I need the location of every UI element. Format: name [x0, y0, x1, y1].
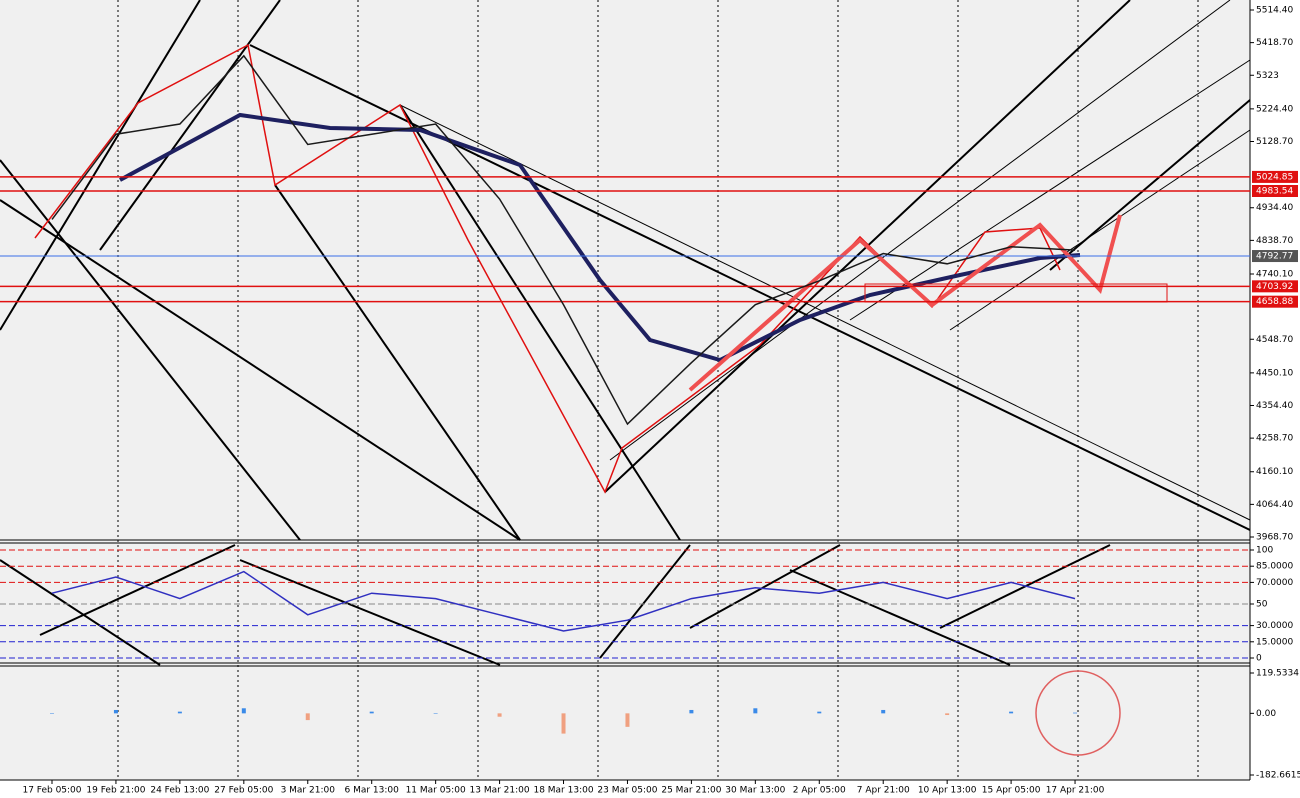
x-tick-label: 11 Mar 05:00 [406, 786, 466, 796]
histogram-bar [305, 713, 310, 721]
level-label: 5024.85 [1256, 172, 1293, 182]
level-label: 4792.77 [1256, 252, 1293, 262]
y-tick-label: 100 [1256, 546, 1273, 556]
y-tick-label: 4548.70 [1256, 335, 1293, 345]
histogram-bar [1073, 712, 1078, 714]
x-tick-label: 19 Feb 21:00 [86, 786, 145, 796]
x-tick-label: 3 Mar 21:00 [281, 786, 336, 796]
y-tick-label: 5224.40 [1256, 104, 1293, 114]
x-tick-label: 13 Mar 21:00 [470, 786, 530, 796]
histogram-bar [1009, 711, 1014, 714]
histogram-bar [945, 713, 950, 716]
histogram-bar [561, 713, 566, 734]
x-tick-label: 27 Feb 05:00 [214, 786, 273, 796]
x-tick-label: 15 Apr 05:00 [982, 786, 1041, 796]
highlight-circle [1035, 670, 1121, 756]
histogram-bar [497, 713, 502, 717]
x-tick-label: 7 Apr 21:00 [857, 786, 910, 796]
series-line [51, 54, 1076, 426]
x-tick-label: 25 Mar 21:00 [661, 786, 721, 796]
y-tick-label: 4838.70 [1256, 236, 1293, 246]
panel-borders [0, 0, 1251, 781]
x-tick-label: 17 Feb 05:00 [22, 786, 81, 796]
x-tick-label: 18 Mar 13:00 [533, 786, 593, 796]
histogram-bar [113, 709, 118, 714]
y-tick-label: -182.6615 [1256, 771, 1300, 781]
y-tick-label: 5514.40 [1256, 6, 1293, 16]
level-label-box [1252, 295, 1298, 308]
x-tick-label: 23 Mar 05:00 [597, 786, 657, 796]
level-label: 4658.88 [1256, 297, 1293, 307]
x-tick-label: 30 Mar 13:00 [725, 786, 785, 796]
y-tick-label: 4354.40 [1256, 401, 1293, 411]
histogram-bar [753, 708, 758, 714]
y-tick-label: 4934.40 [1256, 203, 1293, 213]
y-tick-label: 70.0000 [1256, 578, 1293, 588]
y-tick-label: 50 [1256, 600, 1268, 610]
level-label-box [1252, 184, 1298, 197]
y-tick-label: 5418.70 [1256, 38, 1293, 48]
x-tick-label: 24 Feb 13:00 [150, 786, 209, 796]
level-label-box [1252, 170, 1298, 183]
projection-arrows [688, 214, 1122, 392]
y-tick-label: 85.0000 [1256, 562, 1293, 572]
moving-average [119, 112, 1081, 363]
x-tick-label: 6 Mar 13:00 [345, 786, 400, 796]
y-tick-label: 4740.10 [1256, 269, 1293, 279]
histogram-bar [241, 708, 246, 714]
histogram-bar [50, 713, 54, 714]
y-tick-label: 5128.70 [1256, 137, 1293, 147]
histogram-bar [177, 711, 182, 714]
y-tick-label: 0.00 [1256, 709, 1276, 719]
x-tick-label: 10 Apr 13:00 [918, 786, 977, 796]
level-label-box [1252, 250, 1298, 263]
y-tick-label: 15.0000 [1256, 637, 1293, 647]
y-tick-label: 30.0000 [1256, 621, 1293, 631]
x-tick-label: 17 Apr 21:00 [1046, 786, 1105, 796]
level-label: 4703.92 [1256, 282, 1293, 292]
y-tick-label: 4258.70 [1256, 434, 1293, 444]
y-tick-label: 4160.10 [1256, 467, 1293, 477]
y-tick-label: 4450.10 [1256, 368, 1293, 378]
histogram-bar [817, 711, 822, 714]
y-tick-label: 0 [1256, 654, 1262, 664]
histogram-bar [433, 713, 438, 714]
histogram-bar [625, 713, 630, 727]
y-tick-label: 4064.40 [1256, 500, 1293, 510]
x-tick-label: 2 Apr 05:00 [793, 786, 846, 796]
y-tick-label: 3968.70 [1256, 533, 1293, 543]
y-tick-label: 5323 [1256, 71, 1279, 81]
histogram-bar [369, 711, 374, 714]
histogram-bar [881, 709, 886, 714]
histogram-bar [689, 709, 694, 714]
level-label-box [1252, 280, 1298, 293]
level-label: 4983.54 [1256, 186, 1293, 196]
series-line [51, 570, 1076, 632]
y-tick-label: 119.5334 [1256, 669, 1299, 679]
